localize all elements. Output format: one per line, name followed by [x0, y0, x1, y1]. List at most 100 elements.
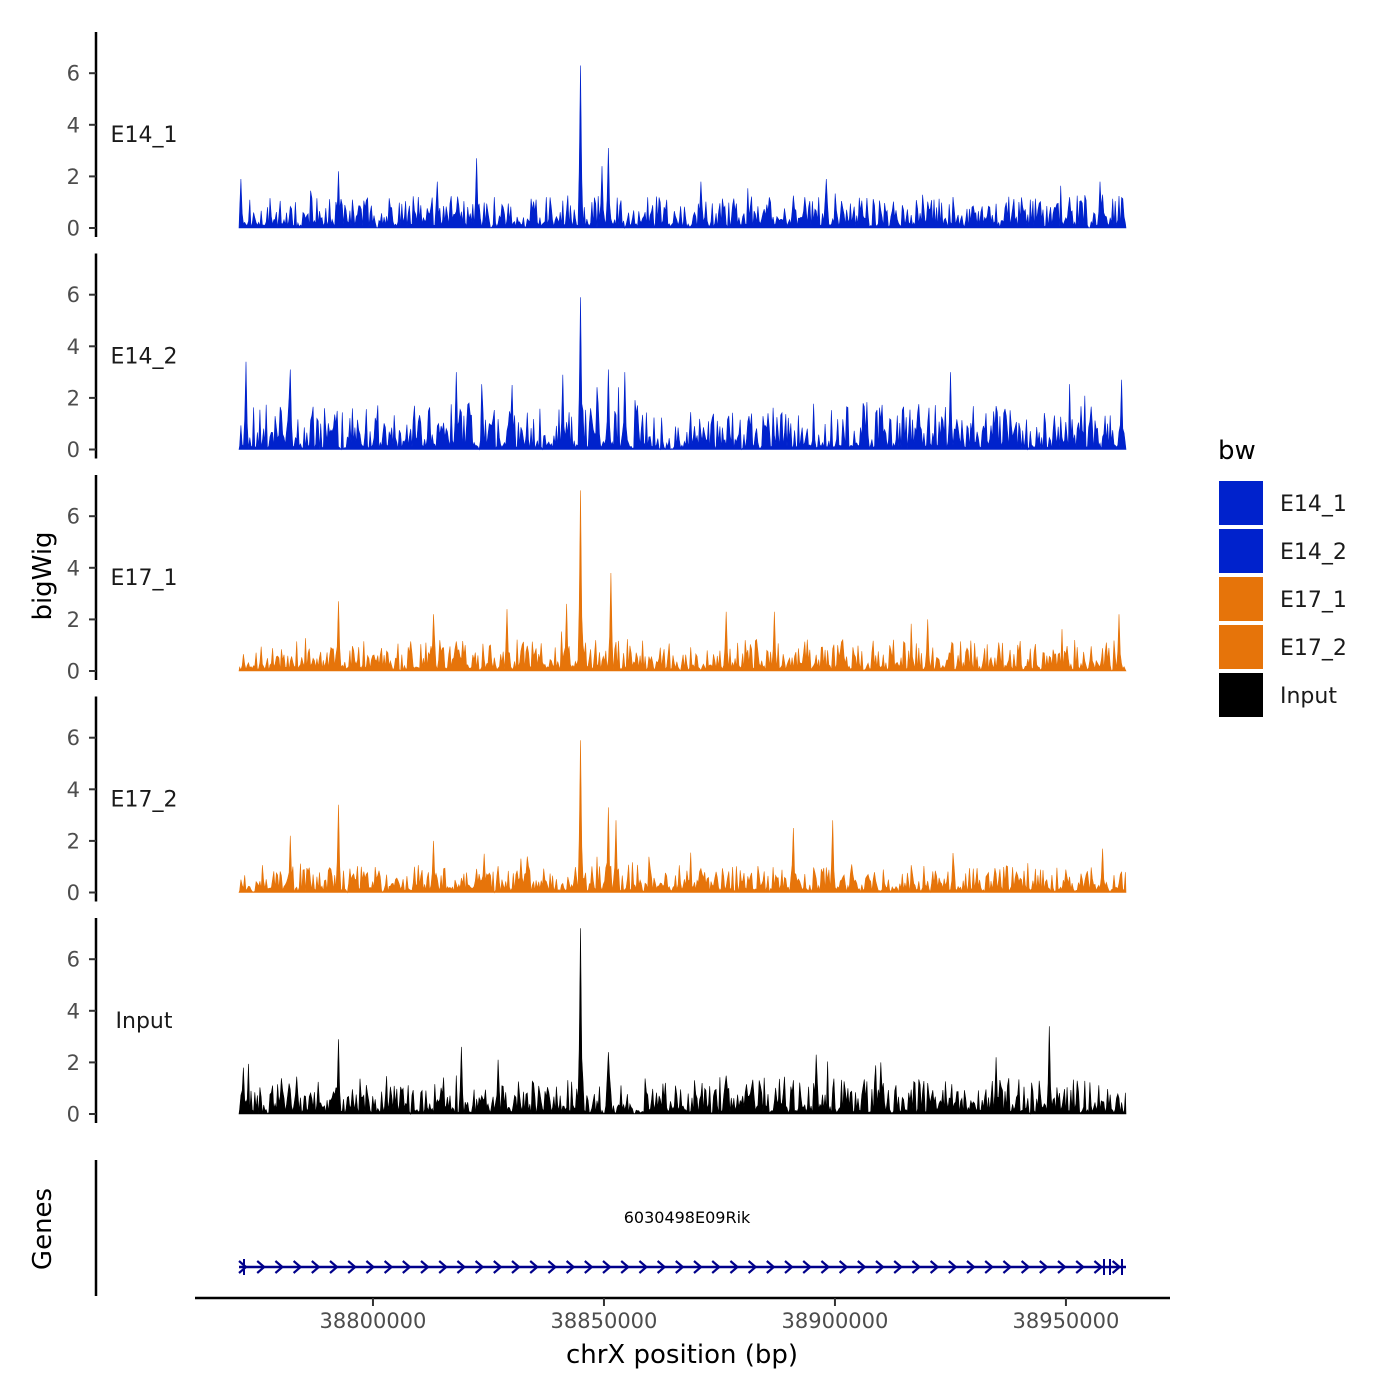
- legend-entry-E14_1: E14_1: [1219, 481, 1347, 525]
- strand-arrow: [693, 1260, 703, 1274]
- strand-arrow: [620, 1260, 630, 1274]
- legend-title: bw: [1218, 436, 1256, 466]
- strand-arrow: [584, 1260, 594, 1274]
- y-tick-label: 6: [67, 62, 80, 86]
- strand-arrow: [1057, 1260, 1067, 1274]
- y-tick-label: 4: [67, 778, 80, 802]
- y-tick-label: 0: [67, 1103, 80, 1127]
- strand-arrow: [365, 1260, 376, 1274]
- strand-arrow: [911, 1260, 922, 1274]
- y-tick-label: 6: [67, 726, 80, 750]
- y-tick-label: 0: [67, 217, 80, 241]
- legend-label: Input: [1280, 684, 1337, 709]
- strand-arrow: [456, 1260, 467, 1274]
- legend-swatch: [1219, 529, 1263, 573]
- strand-arrow: [292, 1260, 303, 1274]
- legend-label: E14_2: [1280, 540, 1347, 565]
- strand-arrow: [875, 1260, 885, 1274]
- strand-arrow: [420, 1260, 430, 1274]
- track-E17_2: 0 2 4 6 E17_2: [67, 696, 1127, 905]
- y-tick-label: 6: [67, 283, 80, 307]
- strand-arrow: [602, 1260, 612, 1274]
- y-tick-label: 2: [67, 165, 80, 189]
- strand-arrow: [784, 1260, 794, 1274]
- y-tick-label: 4: [67, 113, 80, 137]
- track-E14_2: 0 2 4 6 E14_2: [67, 253, 1127, 462]
- strand-arrow: [766, 1260, 776, 1274]
- track-label-Input: Input: [116, 1009, 173, 1034]
- strand-arrow: [747, 1260, 758, 1274]
- gene-model: [238, 1259, 1126, 1275]
- x-axis: 38800000 38850000 38900000 38950000 chrX po…: [195, 1296, 1170, 1370]
- strand-arrow: [1093, 1260, 1104, 1274]
- strand-arrow: [565, 1260, 576, 1274]
- x-tick-label: 38800000: [320, 1309, 427, 1333]
- y-tick-label: 0: [67, 438, 80, 462]
- track-Input: 0 2 4 6 Input: [67, 918, 1127, 1127]
- strand-arrow: [729, 1260, 740, 1274]
- legend: bw E14_1 E14_2 E17_1 E17_2 Input: [1218, 436, 1347, 717]
- y-tick-label: 6: [67, 948, 80, 972]
- legend-entry-E17_2: E17_2: [1219, 625, 1347, 669]
- strand-arrow: [474, 1260, 485, 1274]
- signal-tracks: 0 2 4 6 E14_1 0 2 4 6 E14_2 0 2 4 6 E17_1 0 2 4 6 E17_2 0 2 4 6…: [67, 32, 1127, 1127]
- x-ticks: 38800000 38850000 38900000 38950000: [320, 1298, 1119, 1333]
- strand-arrow: [820, 1260, 831, 1274]
- strand-arrow: [329, 1260, 339, 1274]
- track-label-E17_2: E17_2: [111, 788, 178, 813]
- strand-arrow: [402, 1260, 412, 1274]
- legend-entry-E17_1: E17_1: [1219, 577, 1347, 621]
- legend-swatch: [1219, 577, 1263, 621]
- signal-area-Input: [238, 928, 1127, 1116]
- y-tick-label: 6: [67, 505, 80, 529]
- strand-arrow: [547, 1260, 558, 1274]
- strand-arrow: [656, 1260, 667, 1274]
- x-tick-label: 38850000: [551, 1309, 658, 1333]
- strand-arrow: [711, 1260, 721, 1274]
- strand-arrow: [383, 1260, 394, 1274]
- legend-label: E17_2: [1280, 636, 1347, 661]
- strand-arrow: [1002, 1260, 1013, 1274]
- legend-entry-E14_2: E14_2: [1219, 529, 1347, 573]
- y-tick-label: 4: [67, 335, 80, 359]
- y-tick-label: 2: [67, 386, 80, 410]
- strand-arrow: [857, 1260, 867, 1274]
- x-tick-label: 38900000: [782, 1309, 889, 1333]
- y-tick-label: 2: [67, 1051, 80, 1075]
- track-label-E14_1: E14_1: [111, 123, 178, 148]
- legend-swatch: [1219, 625, 1263, 669]
- legend-label: E17_1: [1280, 588, 1347, 613]
- strand-arrow: [984, 1260, 994, 1274]
- signal-area-E17_2: [238, 740, 1127, 894]
- y-tick-label: 0: [67, 881, 80, 905]
- strand-arrow: [529, 1260, 539, 1274]
- y-tick-label: 4: [67, 556, 80, 580]
- legend-entry-Input: Input: [1219, 673, 1337, 717]
- strand-arrow: [838, 1260, 849, 1274]
- strand-arrow: [1039, 1260, 1049, 1274]
- strand-arrow: [948, 1260, 958, 1274]
- signal-area-E14_2: [238, 297, 1127, 451]
- y-tick-label: 4: [67, 999, 80, 1023]
- strand-arrow: [1020, 1260, 1031, 1274]
- strand-arrow: [1075, 1260, 1085, 1274]
- strand-arrow: [638, 1260, 649, 1274]
- y-tick-label: 2: [67, 829, 80, 853]
- strand-arrow: [802, 1260, 812, 1274]
- strand-arrow: [675, 1260, 685, 1274]
- y-tick-label: 2: [67, 608, 80, 632]
- track-label-E14_2: E14_2: [111, 345, 178, 370]
- strand-arrow: [256, 1260, 266, 1274]
- signal-area-E14_1: [238, 65, 1127, 229]
- strand-arrow: [347, 1260, 357, 1274]
- strand-arrow: [438, 1260, 448, 1274]
- legend-swatch: [1219, 673, 1263, 717]
- strand-arrow: [274, 1260, 285, 1274]
- strand-arrow: [893, 1260, 903, 1274]
- track-label-E17_1: E17_1: [111, 566, 178, 591]
- x-tick-label: 38950000: [1012, 1309, 1119, 1333]
- signal-area-E17_1: [238, 490, 1127, 672]
- y-axis-title: bigWig: [28, 531, 58, 620]
- gene-name-label: 6030498E09Rik: [624, 1208, 751, 1227]
